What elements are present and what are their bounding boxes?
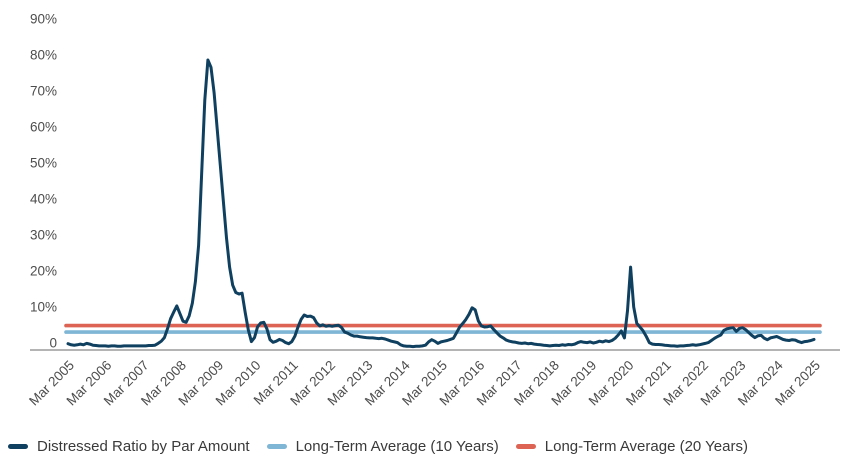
y-axis-tick-label: 40% — [30, 192, 57, 207]
legend-item-distressed-ratio: Distressed Ratio by Par Amount — [8, 438, 250, 455]
avg-20y-line-swatch — [515, 444, 536, 449]
legend-label: Long-Term Average (20 Years) — [544, 438, 748, 455]
legend-label: Distressed Ratio by Par Amount — [37, 438, 250, 455]
y-axis-tick-label: 90% — [30, 12, 57, 27]
legend-label: Long-Term Average (10 Years) — [295, 438, 499, 455]
distressed-ratio-series-line — [66, 58, 816, 349]
y-axis-tick-label: 30% — [30, 228, 57, 243]
y-axis-tick-label: 20% — [30, 264, 57, 279]
y-axis-tick-label: 10% — [30, 300, 57, 315]
legend-item-avg-20y: Long-Term Average (20 Years) — [515, 438, 748, 455]
legend-item-avg-10y: Long-Term Average (10 Years) — [266, 438, 499, 455]
chart-legend: Distressed Ratio by Par Amount Long-Term… — [8, 438, 748, 455]
y-axis-tick-label: 0 — [49, 336, 57, 351]
y-axis-tick-label: 50% — [30, 156, 57, 171]
y-axis-tick-label: 60% — [30, 120, 57, 135]
y-axis-tick-label: 70% — [30, 84, 57, 99]
avg-10y-line-swatch — [266, 444, 287, 449]
series-line-swatch — [8, 444, 28, 449]
y-axis-tick-label: 80% — [30, 48, 57, 63]
